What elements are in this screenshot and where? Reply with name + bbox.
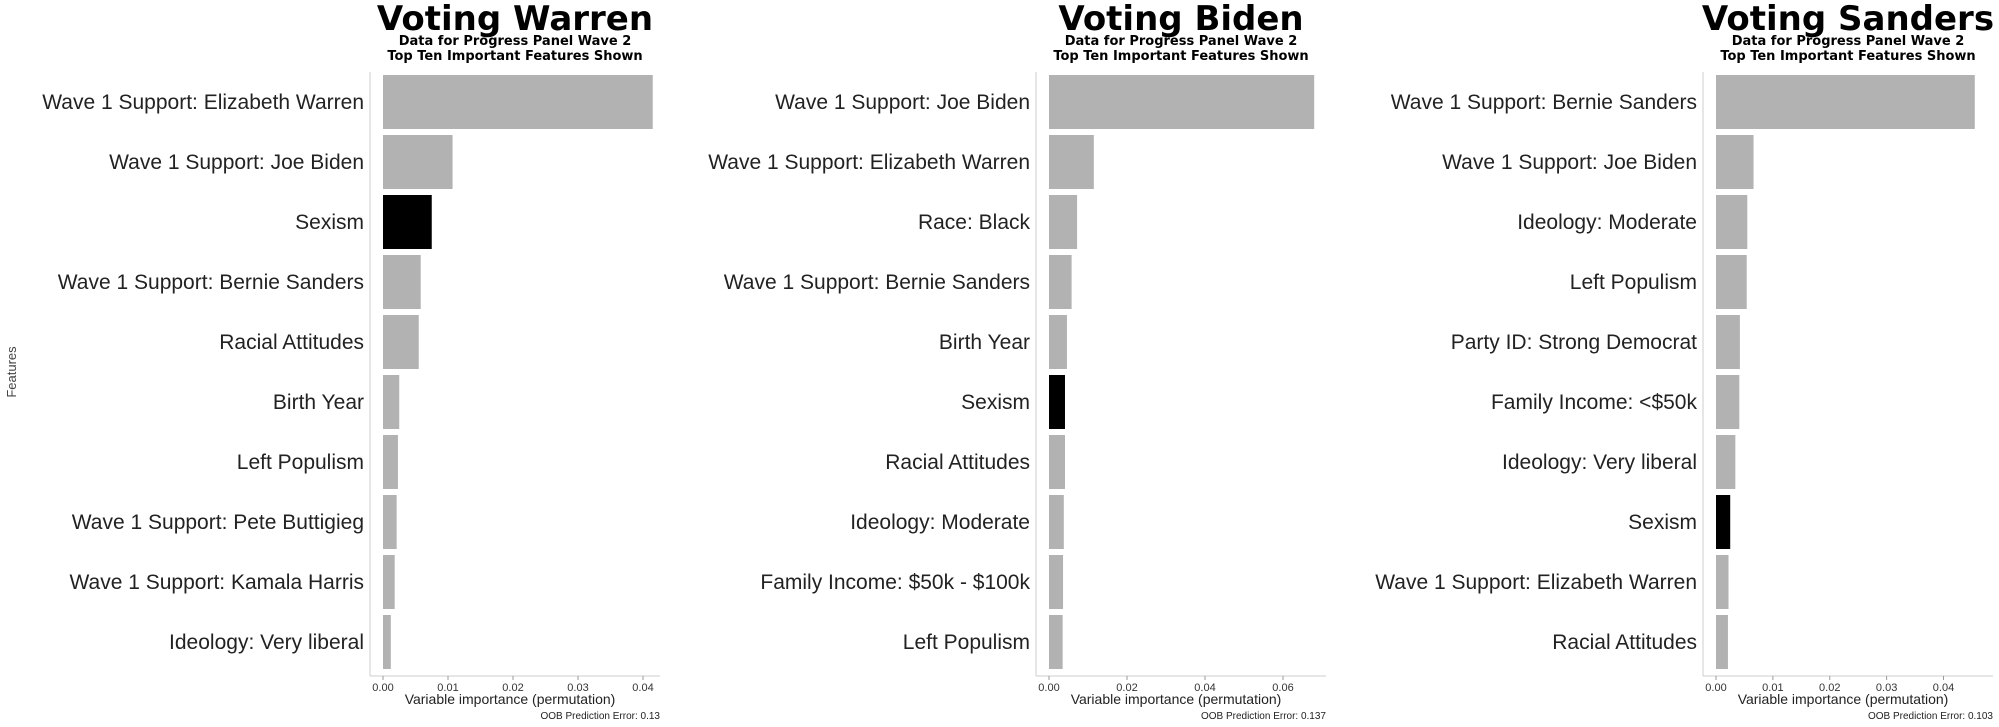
- bar-family-income-50k-100k: [1049, 555, 1064, 609]
- category-label: Party ID: Strong Democrat: [1451, 331, 1697, 354]
- category-label: Sexism: [961, 391, 1030, 414]
- bar-ideology-moderate: [1049, 495, 1064, 549]
- category-label: Left Populism: [237, 451, 364, 474]
- bar-wave-1-support-bernie-sanders: [1049, 255, 1072, 309]
- category-label: Wave 1 Support: Joe Biden: [775, 91, 1030, 114]
- chart-title: Voting Warren: [377, 0, 653, 39]
- x-axis-title: Variable importance (permutation): [1738, 691, 1949, 707]
- category-label: Family Income: <$50k: [1491, 391, 1698, 414]
- x-tick-label: 0.04: [1933, 682, 1954, 694]
- bar-ideology-very-liberal: [383, 615, 391, 669]
- chart-title: Voting Sanders: [1702, 0, 1994, 39]
- x-tick-label: 0.02: [502, 682, 523, 694]
- x-tick-label: 0.03: [567, 682, 588, 694]
- x-tick-label: 0.04: [1194, 682, 1215, 694]
- bar-racial-attitudes: [383, 315, 419, 369]
- x-tick-label: 0.03: [1876, 682, 1897, 694]
- x-axis-title: Variable importance (permutation): [1071, 691, 1282, 707]
- category-label: Family Income: $50k - $100k: [760, 571, 1030, 594]
- bar-left-populism: [383, 435, 398, 489]
- x-tick-label: 0.02: [1819, 682, 1840, 694]
- chart-title: Voting Biden: [1058, 0, 1303, 39]
- x-tick-label: 0.01: [1762, 682, 1783, 694]
- category-label: Wave 1 Support: Kamala Harris: [69, 571, 364, 594]
- bar-wave-1-support-elizabeth-warren: [1049, 135, 1094, 189]
- category-label: Wave 1 Support: Bernie Sanders: [58, 271, 364, 294]
- chart-subtitle: Data for Progress Panel Wave 2: [1065, 34, 1298, 49]
- bar-family-income-50k: [1716, 375, 1740, 429]
- bar-party-id-strong-democrat: [1716, 315, 1740, 369]
- bar-racial-attitudes: [1716, 615, 1728, 669]
- bar-ideology-very-liberal: [1716, 435, 1736, 489]
- category-label: Wave 1 Support: Bernie Sanders: [724, 271, 1030, 294]
- oob-footnote: OOB Prediction Error: 0.13: [541, 711, 661, 722]
- category-label: Birth Year: [273, 391, 364, 414]
- bar-wave-1-support-joe-biden: [1716, 135, 1754, 189]
- bar-wave-1-support-kamala-harris: [383, 555, 395, 609]
- category-label: Race: Black: [918, 211, 1031, 234]
- category-label: Wave 1 Support: Elizabeth Warren: [708, 151, 1030, 174]
- x-tick-label: 0.01: [437, 682, 458, 694]
- x-tick-label: 0.00: [372, 682, 393, 694]
- bar-wave-1-support-joe-biden: [383, 135, 453, 189]
- category-label: Ideology: Very liberal: [169, 631, 364, 654]
- category-label: Birth Year: [939, 331, 1030, 354]
- bar-race-black: [1049, 195, 1078, 249]
- category-label: Racial Attitudes: [885, 451, 1030, 474]
- bar-birth-year: [1049, 315, 1067, 369]
- x-tick-label: 0.04: [632, 682, 653, 694]
- chart-subtitle: Top Ten Important Features Shown: [387, 49, 642, 64]
- x-tick-label: 0.06: [1272, 682, 1293, 694]
- category-label: Wave 1 Support: Elizabeth Warren: [42, 91, 364, 114]
- category-label: Racial Attitudes: [219, 331, 364, 354]
- bar-left-populism: [1049, 615, 1063, 669]
- chart-subtitle: Top Ten Important Features Shown: [1053, 49, 1308, 64]
- x-axis-title: Variable importance (permutation): [405, 691, 616, 707]
- x-tick-label: 0.02: [1116, 682, 1137, 694]
- category-label: Wave 1 Support: Joe Biden: [1442, 151, 1697, 174]
- category-label: Ideology: Moderate: [1517, 211, 1697, 234]
- category-label: Wave 1 Support: Pete Buttigieg: [72, 511, 364, 534]
- category-label: Sexism: [1628, 511, 1697, 534]
- category-label: Sexism: [295, 211, 364, 234]
- x-tick-label: 0.00: [1038, 682, 1059, 694]
- bar-racial-attitudes: [1049, 435, 1065, 489]
- category-label: Racial Attitudes: [1552, 631, 1697, 654]
- category-label: Wave 1 Support: Elizabeth Warren: [1375, 571, 1697, 594]
- bar-wave-1-support-elizabeth-warren: [1716, 555, 1729, 609]
- bar-sexism: [1716, 495, 1731, 549]
- bar-wave-1-support-pete-buttigieg: [383, 495, 397, 549]
- category-label: Wave 1 Support: Joe Biden: [109, 151, 364, 174]
- bar-wave-1-support-bernie-sanders: [383, 255, 421, 309]
- x-tick-label: 0.00: [1705, 682, 1726, 694]
- bar-wave-1-support-bernie-sanders: [1716, 75, 1975, 129]
- bar-sexism: [383, 195, 432, 249]
- bar-wave-1-support-joe-biden: [1049, 75, 1315, 129]
- oob-footnote: OOB Prediction Error: 0.103: [1868, 711, 1993, 722]
- category-label: Ideology: Moderate: [850, 511, 1030, 534]
- category-label: Left Populism: [1570, 271, 1697, 294]
- bar-wave-1-support-elizabeth-warren: [383, 75, 653, 129]
- y-axis-label: Features: [4, 346, 19, 398]
- bar-birth-year: [383, 375, 400, 429]
- category-label: Ideology: Very liberal: [1502, 451, 1697, 474]
- category-label: Left Populism: [903, 631, 1030, 654]
- chart-subtitle: Top Ten Important Features Shown: [1720, 49, 1975, 64]
- bar-ideology-moderate: [1716, 195, 1748, 249]
- bar-left-populism: [1716, 255, 1747, 309]
- category-label: Wave 1 Support: Bernie Sanders: [1391, 91, 1697, 114]
- chart-subtitle: Data for Progress Panel Wave 2: [399, 34, 632, 49]
- chart-subtitle: Data for Progress Panel Wave 2: [1732, 34, 1965, 49]
- oob-footnote: OOB Prediction Error: 0.137: [1201, 711, 1326, 722]
- bar-sexism: [1049, 375, 1065, 429]
